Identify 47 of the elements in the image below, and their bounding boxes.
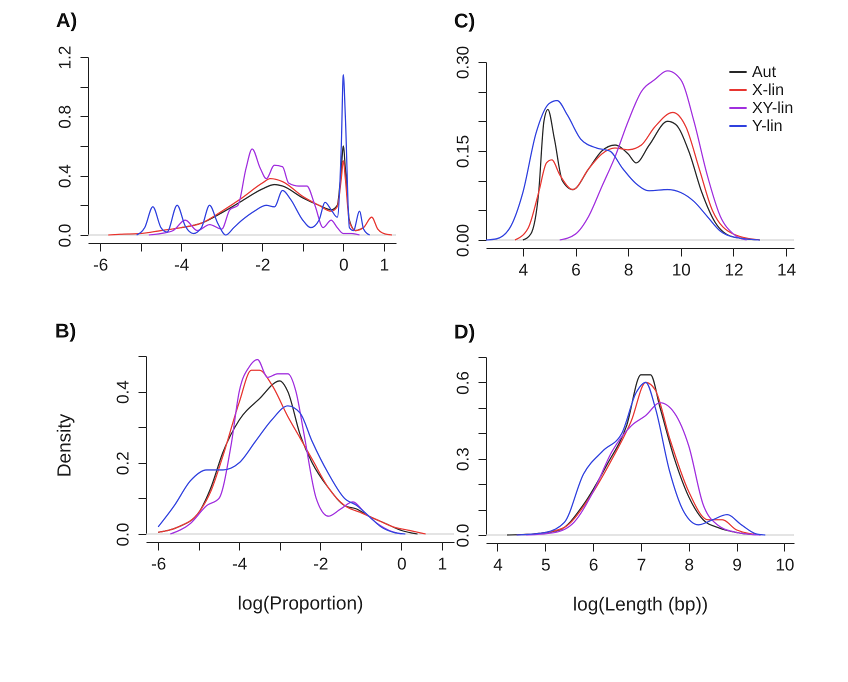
x-tick-label: 8 — [624, 260, 634, 280]
x-tick-label: 1 — [438, 554, 448, 574]
x-tick-label: -4 — [174, 256, 190, 274]
y-tick-label: 0.8 — [56, 105, 74, 129]
x-tick-label: 8 — [684, 556, 694, 574]
x-tick-label: -6 — [151, 554, 166, 574]
x-tick-label: 0 — [397, 554, 407, 574]
y-tick-label: 0.4 — [56, 164, 74, 188]
y-tick-label: 0.6 — [454, 371, 472, 395]
x-tick-label: -6 — [93, 256, 108, 274]
x-tick-label: 6 — [571, 260, 581, 280]
y-tick-label: 0.0 — [454, 524, 472, 548]
chart-title: A) — [56, 10, 78, 32]
x-axis-title: log(Length (bp)) — [572, 594, 708, 616]
x-tick-label: 10 — [672, 260, 691, 280]
x-tick-label: 6 — [588, 556, 598, 574]
y-tick-label: 0.0 — [114, 522, 132, 546]
x-tick-label: 4 — [518, 260, 528, 280]
y-tick-label: 0.0 — [56, 224, 74, 248]
x-axis-title: log(Proportion) — [238, 594, 364, 614]
legend-label: X-lin — [752, 82, 784, 99]
chart-title: B) — [55, 320, 76, 342]
x-tick-label: -4 — [232, 554, 248, 574]
x-tick-label: 4 — [493, 556, 503, 574]
y-tick-label: 0.3 — [454, 447, 472, 472]
y-tick-label: 0.15 — [454, 134, 472, 168]
legend-label: Aut — [752, 64, 777, 81]
chart-title: C) — [454, 10, 476, 32]
x-tick-label: 5 — [541, 556, 551, 574]
y-tick-label: 0.4 — [114, 380, 132, 404]
y-tick-label: 0.00 — [454, 224, 472, 258]
y-tick-label: 0.30 — [454, 46, 472, 80]
x-tick-label: 9 — [732, 556, 742, 574]
x-tick-label: -2 — [255, 256, 270, 274]
x-tick-label: 7 — [636, 556, 646, 574]
chart-title: D) — [454, 322, 476, 344]
x-tick-label: 0 — [339, 256, 349, 274]
x-tick-label: -2 — [313, 554, 328, 574]
x-tick-label: 14 — [777, 260, 796, 280]
legend-label: Y-lin — [752, 118, 783, 135]
x-tick-label: 10 — [775, 556, 794, 574]
x-tick-label: 1 — [380, 256, 390, 274]
y-axis-title: Density — [54, 413, 76, 478]
y-tick-label: 0.2 — [114, 451, 132, 476]
y-tick-label: 1.2 — [56, 46, 74, 70]
legend-label: XY-lin — [752, 100, 794, 117]
x-tick-label: 12 — [724, 260, 744, 280]
